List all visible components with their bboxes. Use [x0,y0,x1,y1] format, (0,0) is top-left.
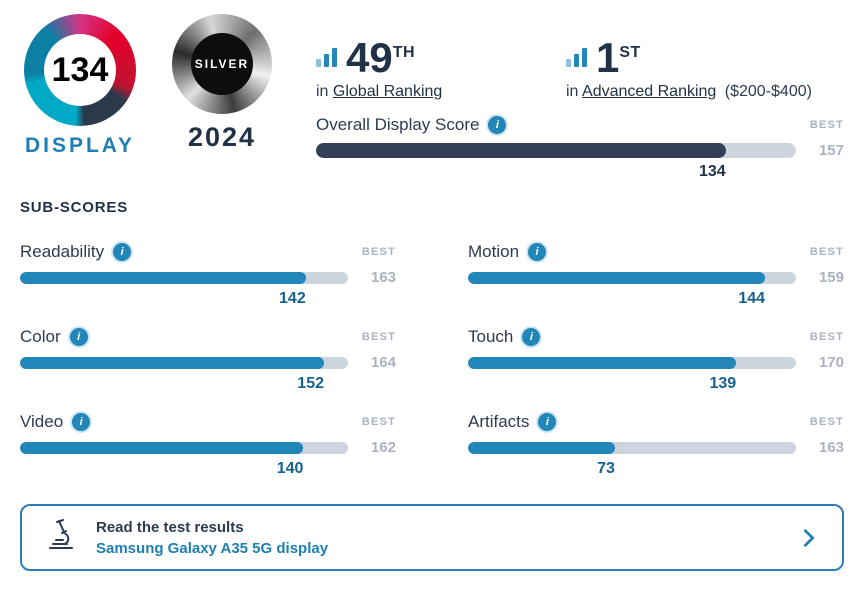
advanced-rank-caption: in Advanced Ranking ($200-$400) [566,83,844,101]
device-results-link[interactable]: Samsung Galaxy A35 5G display [96,539,329,557]
overall-score-value: 134 [698,163,726,181]
bar-chart-icon [316,48,337,67]
info-icon[interactable]: i [488,116,507,135]
score-value: 73 [597,460,615,478]
score-bar-fill [20,271,306,284]
best-value: 159 [818,269,844,287]
best-label: BEST [361,416,396,429]
best-label: BEST [809,331,844,344]
price-range: ($200-$400) [724,83,812,101]
subscores-grid: Readability i BEST 163 142 Motion i BEST… [20,242,844,478]
best-value: 163 [370,269,396,287]
overall-bar-track [316,143,796,159]
score-bar-track [468,441,796,454]
bar-chart-icon [566,48,587,67]
best-value: 163 [818,439,844,457]
chevron-right-icon[interactable] [798,527,820,549]
header: 134 DISPLAY SILVER 2024 49TH in Globa [20,14,844,181]
score-bar-fill [468,356,737,369]
best-label: BEST [809,119,844,132]
global-rank-caption: in Global Ranking [316,83,566,101]
info-icon[interactable]: i [538,413,557,432]
overall-score-block: Overall Display Score i BEST 157 134 [316,115,844,181]
global-ranking-block: 49TH in Global Ranking [316,34,566,101]
subscore-label: Color [20,327,61,347]
medal-block: SILVER 2024 [166,14,278,153]
footer-text: Read the test results Samsung Galaxy A35… [96,519,328,557]
silver-medal-icon: SILVER [172,14,272,114]
info-icon[interactable]: i [72,413,91,432]
best-label: BEST [809,416,844,429]
score-bar-track [468,356,796,369]
test-results-card[interactable]: Read the test results Samsung Galaxy A35… [20,504,844,572]
footer-title: Read the test results [96,518,244,536]
score-value: 140 [276,460,304,478]
subscore-label: Touch [468,327,514,347]
subscore-touch: Touch i BEST 170 139 [468,327,844,393]
score-badge-ring: 134 [24,14,136,126]
score-value: 144 [738,290,766,308]
rankings-and-overall: 49TH in Global Ranking 1ST in Advanced R… [316,14,844,181]
subscore-video: Video i BEST 162 140 [20,412,396,478]
score-bar-track [20,271,348,284]
score-bar-track [20,441,348,454]
subscore-label: Artifacts [468,412,530,432]
rankings-row: 49TH in Global Ranking 1ST in Advanced R… [316,34,844,101]
info-icon[interactable]: i [522,328,541,347]
best-value: 170 [818,354,844,372]
display-score-logo: 134 DISPLAY [20,14,140,158]
overall-best-value: 157 [818,142,844,160]
subscore-label: Readability [20,242,105,262]
score-value: 142 [279,290,306,308]
score-bar-track [468,271,796,284]
global-ranking-link[interactable]: Global Ranking [332,83,443,101]
rank-prefix: in [316,83,329,101]
best-value: 162 [370,439,396,457]
advanced-rank-number: 1ST [596,34,641,81]
score-value: 152 [297,375,324,393]
info-icon[interactable]: i [113,243,132,262]
score-bar-fill [468,271,766,284]
score-bar-fill [20,441,304,454]
subscore-color: Color i BEST 164 152 [20,327,396,393]
subscore-motion: Motion i BEST 159 144 [468,242,844,308]
subscore-label: Video [20,412,64,432]
advanced-ranking-link[interactable]: Advanced Ranking [582,83,717,101]
global-rank-ordinal: TH [392,44,416,61]
score-badge-value: 134 [44,34,116,106]
display-label: DISPLAY [24,134,136,157]
score-value: 139 [709,375,737,393]
best-label: BEST [361,331,396,344]
microscope-icon [44,518,78,557]
best-value: 164 [370,354,396,372]
overall-bar-fill [316,143,726,159]
info-icon[interactable]: i [528,243,547,262]
advanced-ranking-block: 1ST in Advanced Ranking ($200-$400) [566,34,844,101]
subscore-artifacts: Artifacts i BEST 163 73 [468,412,844,478]
global-rank-number: 49TH [346,34,416,81]
advanced-rank-ordinal: ST [619,44,641,61]
medal-tier-label: SILVER [191,33,253,95]
best-label: BEST [361,246,396,259]
score-bar-track [20,356,348,369]
subscores-title: SUB-SCORES [20,199,129,217]
subscore-readability: Readability i BEST 163 142 [20,242,396,308]
medal-year: 2024 [187,122,257,152]
overall-score-label: Overall Display Score [316,115,480,135]
score-bar-fill [468,441,615,454]
rank-prefix: in [566,83,579,101]
score-bar-fill [20,356,324,369]
info-icon[interactable]: i [69,328,88,347]
best-label: BEST [809,246,844,259]
subscore-label: Motion [468,242,520,262]
